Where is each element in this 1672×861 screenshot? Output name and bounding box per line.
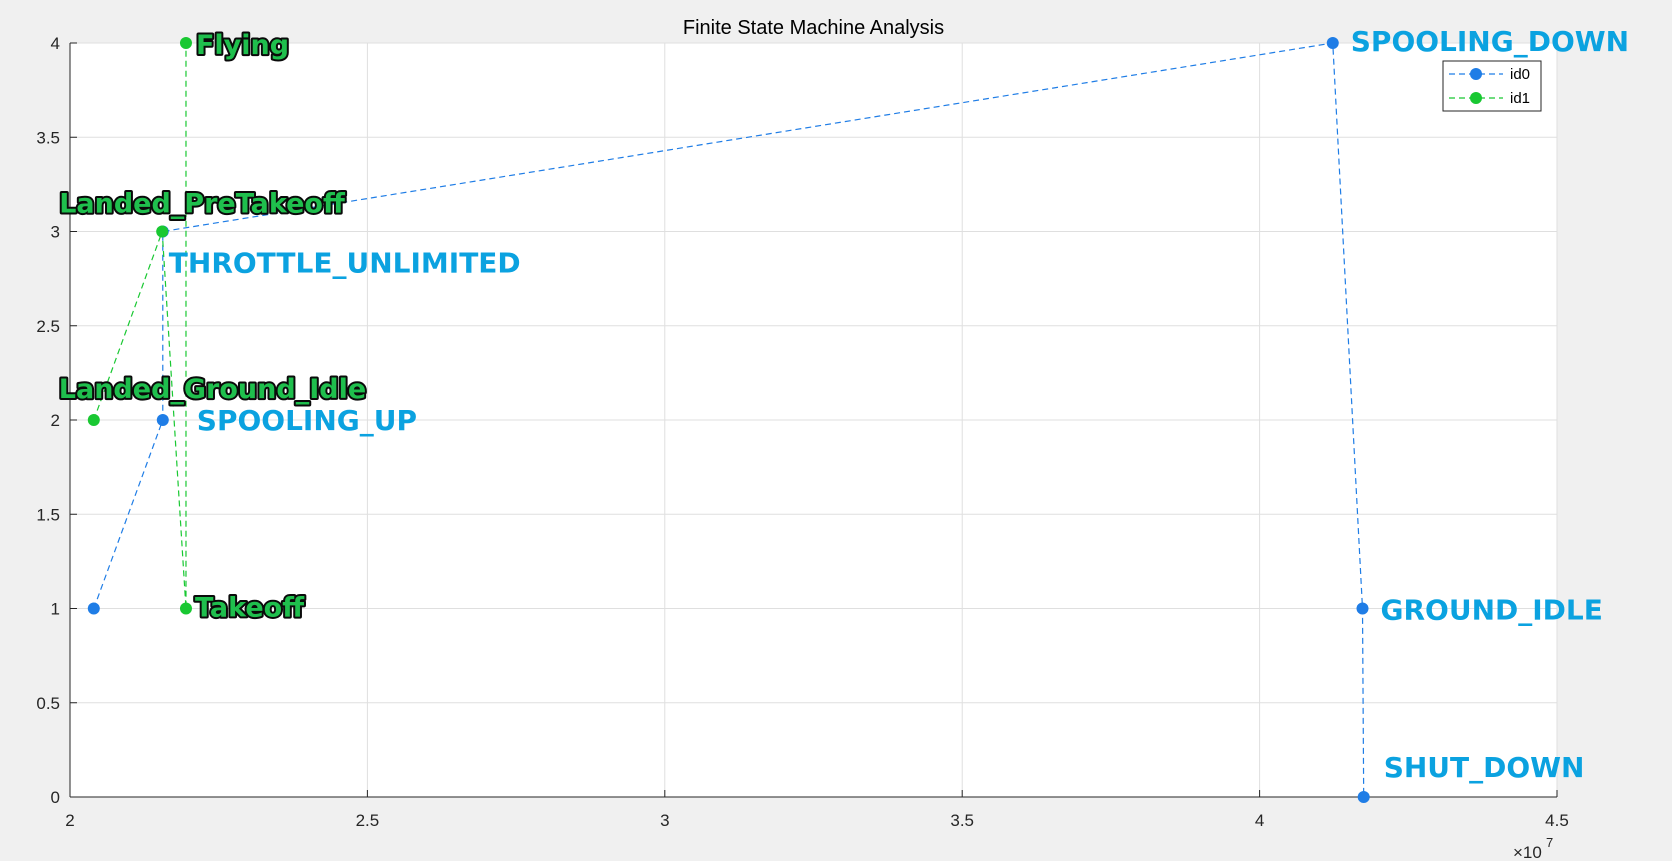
state-label: SPOOLING_UP [197, 404, 417, 437]
legend-box [1442, 60, 1542, 112]
series-line-id0 [93, 42, 1365, 798]
x-tick-label: 3 [660, 811, 669, 830]
legend-marker-id1 [1470, 92, 1482, 104]
x-exponent-power: 7 [1546, 835, 1553, 850]
data-point-id1[interactable] [156, 225, 169, 238]
state-label: Landed_PreTakeoff [59, 189, 346, 220]
data-point-id0[interactable] [1326, 37, 1339, 49]
state-label: SPOOLING_DOWN [1351, 25, 1629, 58]
data-point-id1[interactable] [179, 37, 192, 49]
x-tick-label: 2 [65, 811, 74, 830]
y-tick-label: 3.5 [36, 128, 60, 147]
data-point-id0[interactable] [1357, 791, 1370, 803]
tick-labels: 2 2.5 3 3.5 4 4.5 0 0.5 1 1.5 2 2.5 3 3.5 4 [36, 34, 1568, 830]
x-tick-label: 4 [1255, 811, 1264, 830]
x-tick-label: 4.5 [1545, 811, 1569, 830]
state-label: SHUT_DOWN [1384, 751, 1585, 784]
y-tick-label: 2.5 [36, 317, 60, 336]
annotations-layer: SPOOLING_UP THROTTLE_UNLIMITED SPOOLING_DO… [57, 25, 1629, 784]
data-point-id0[interactable] [1356, 602, 1369, 615]
legend-label-id0[interactable]: id0 [1510, 66, 1530, 83]
x-tick-label: 2.5 [356, 811, 380, 830]
data-point-id1[interactable] [179, 602, 192, 615]
chart-title: Finite State Machine Analysis [683, 17, 944, 39]
state-label: THROTTLE_UNLIMITED [169, 247, 521, 280]
axes [69, 42, 1558, 798]
y-tick-label: 2 [51, 411, 60, 430]
state-label: GROUND_IDLE [1381, 594, 1603, 627]
series-layer [87, 37, 1370, 803]
y-tick-label: 4 [51, 34, 60, 53]
x-exponent: ×10 7 [1513, 835, 1553, 861]
state-label: Landed_Ground_Idle [59, 374, 366, 405]
series-line-id1 [93, 43, 187, 609]
y-tick-label: 0 [51, 788, 60, 807]
state-label: Flying [196, 30, 289, 61]
y-tick-label: 0.5 [36, 694, 60, 713]
legend-label-id1[interactable]: id1 [1510, 90, 1530, 107]
data-point-id0[interactable] [156, 414, 169, 426]
y-tick-label: 1.5 [36, 505, 60, 524]
x-tick-label: 3.5 [950, 811, 974, 830]
data-point-id0[interactable] [87, 602, 100, 615]
data-point-id1[interactable] [87, 414, 100, 426]
y-tick-label: 1 [51, 600, 60, 619]
y-tick-label: 3 [51, 223, 60, 242]
legend-marker-id0 [1470, 68, 1482, 80]
state-label: Takeoff [195, 593, 305, 624]
x-exponent-base: ×10 [1513, 843, 1542, 861]
